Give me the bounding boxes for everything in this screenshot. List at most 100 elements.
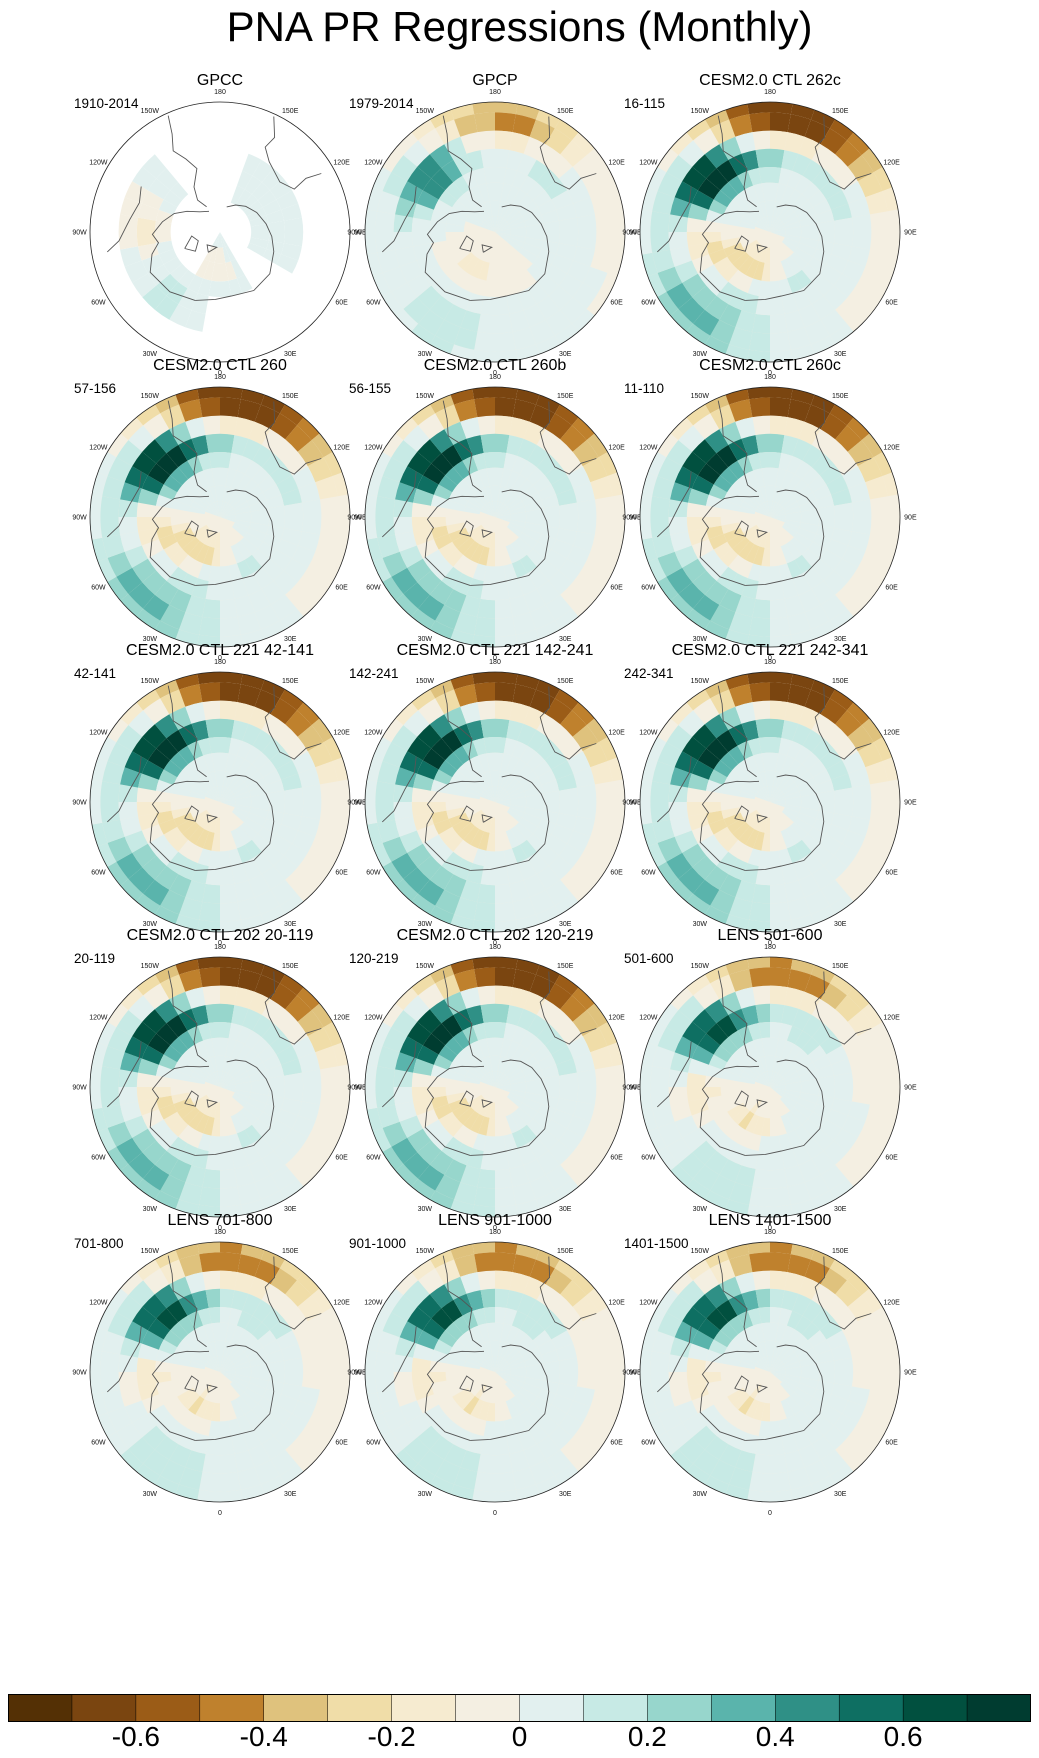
field-cell bbox=[454, 684, 478, 707]
field-cell bbox=[759, 1341, 768, 1358]
field-cell bbox=[749, 1345, 763, 1360]
field-cell bbox=[802, 851, 824, 875]
field-cell bbox=[536, 580, 561, 605]
field-cell bbox=[754, 202, 765, 219]
field-cell bbox=[163, 541, 183, 559]
field-cell bbox=[495, 616, 516, 637]
field-cell bbox=[697, 1404, 721, 1426]
field-cell bbox=[393, 802, 414, 820]
field-cell bbox=[525, 793, 545, 802]
field-cell bbox=[210, 503, 220, 517]
field-cell bbox=[719, 1159, 742, 1183]
field-cell bbox=[670, 482, 692, 503]
field-cell bbox=[220, 1366, 236, 1372]
longitude-label: 90W bbox=[622, 1085, 637, 1092]
field-cell bbox=[391, 852, 418, 879]
field-cell bbox=[478, 1116, 490, 1136]
longitude-label: 180 bbox=[764, 944, 776, 951]
field-cell bbox=[495, 501, 498, 517]
field-cell bbox=[478, 546, 490, 566]
colorbar-tick-label: 0.2 bbox=[627, 1721, 667, 1752]
field-cell bbox=[444, 706, 467, 730]
field-cell bbox=[270, 1268, 297, 1295]
field-cell bbox=[797, 1347, 817, 1362]
field-cell bbox=[571, 417, 595, 441]
field-cell bbox=[220, 1087, 236, 1090]
field-cell bbox=[142, 439, 167, 464]
coastline bbox=[149, 495, 210, 586]
field-cell bbox=[770, 1471, 791, 1492]
field-cell bbox=[719, 304, 742, 328]
field-cell bbox=[519, 460, 537, 480]
field-cell bbox=[682, 1413, 707, 1438]
field-cell bbox=[220, 1077, 234, 1087]
longitude-label: 60W bbox=[366, 300, 381, 307]
field-cell bbox=[479, 202, 490, 219]
field-cell bbox=[770, 1204, 793, 1217]
coastline bbox=[814, 116, 872, 190]
field-cell bbox=[147, 549, 171, 571]
coastline bbox=[756, 814, 768, 823]
field-cell bbox=[764, 216, 770, 232]
field-cell bbox=[254, 889, 280, 915]
field-cell bbox=[480, 581, 495, 601]
field-cell bbox=[523, 991, 546, 1015]
field-cell bbox=[430, 964, 455, 984]
field-cell bbox=[784, 1089, 801, 1098]
field-cell bbox=[811, 738, 834, 761]
field-cell bbox=[205, 433, 220, 453]
field-cell bbox=[812, 1388, 832, 1405]
field-cell bbox=[810, 1475, 835, 1495]
field-cell bbox=[770, 102, 793, 115]
field-cell bbox=[543, 790, 560, 802]
field-cell bbox=[417, 1425, 442, 1450]
field-cell bbox=[375, 496, 396, 517]
map-boundary bbox=[364, 1241, 626, 1503]
field-cell bbox=[211, 832, 220, 852]
field-cell bbox=[770, 1366, 786, 1372]
field-cell bbox=[708, 1339, 728, 1356]
field-cell bbox=[160, 1459, 186, 1485]
figure-title: PNA PR Regressions (Monthly) bbox=[226, 3, 813, 50]
field-cell bbox=[220, 505, 232, 517]
field-cell bbox=[551, 475, 574, 495]
field-cell bbox=[517, 1143, 537, 1166]
field-cell bbox=[682, 1306, 707, 1331]
field-cell bbox=[554, 1259, 579, 1281]
coastline bbox=[814, 971, 872, 1045]
field-cell bbox=[495, 1471, 516, 1492]
field-cell bbox=[240, 537, 258, 555]
longitude-label: 150W bbox=[691, 393, 710, 400]
field-cell bbox=[285, 995, 312, 1022]
field-cell bbox=[107, 457, 133, 483]
field-cell bbox=[416, 475, 439, 495]
longitude-label: 30W bbox=[693, 1491, 708, 1498]
field-cell bbox=[233, 1071, 250, 1082]
field-cell bbox=[243, 1102, 263, 1119]
coastline bbox=[424, 780, 485, 871]
field-cell bbox=[429, 714, 454, 739]
field-cell bbox=[495, 718, 510, 738]
field-cell bbox=[721, 522, 741, 534]
field-cell bbox=[474, 331, 495, 352]
field-cell bbox=[477, 1453, 495, 1474]
field-cell bbox=[770, 397, 791, 418]
field-cell bbox=[435, 1259, 461, 1285]
field-cell bbox=[480, 1436, 495, 1456]
field-cell bbox=[524, 215, 544, 227]
field-cell bbox=[242, 1008, 262, 1031]
field-cell bbox=[448, 207, 468, 222]
field-cell bbox=[500, 1323, 512, 1343]
field-cell bbox=[576, 1087, 597, 1105]
field-cell bbox=[723, 207, 743, 222]
field-cell bbox=[784, 132, 805, 154]
field-cell bbox=[375, 1372, 396, 1393]
field-cell bbox=[395, 308, 419, 332]
field-cell bbox=[848, 246, 870, 267]
field-cell bbox=[413, 773, 434, 791]
field-cell bbox=[495, 1288, 510, 1308]
longitude-label: 60E bbox=[885, 1440, 898, 1447]
field-cell bbox=[509, 1374, 526, 1383]
longitude-label: 120E bbox=[883, 729, 900, 736]
field-cell bbox=[551, 824, 574, 844]
